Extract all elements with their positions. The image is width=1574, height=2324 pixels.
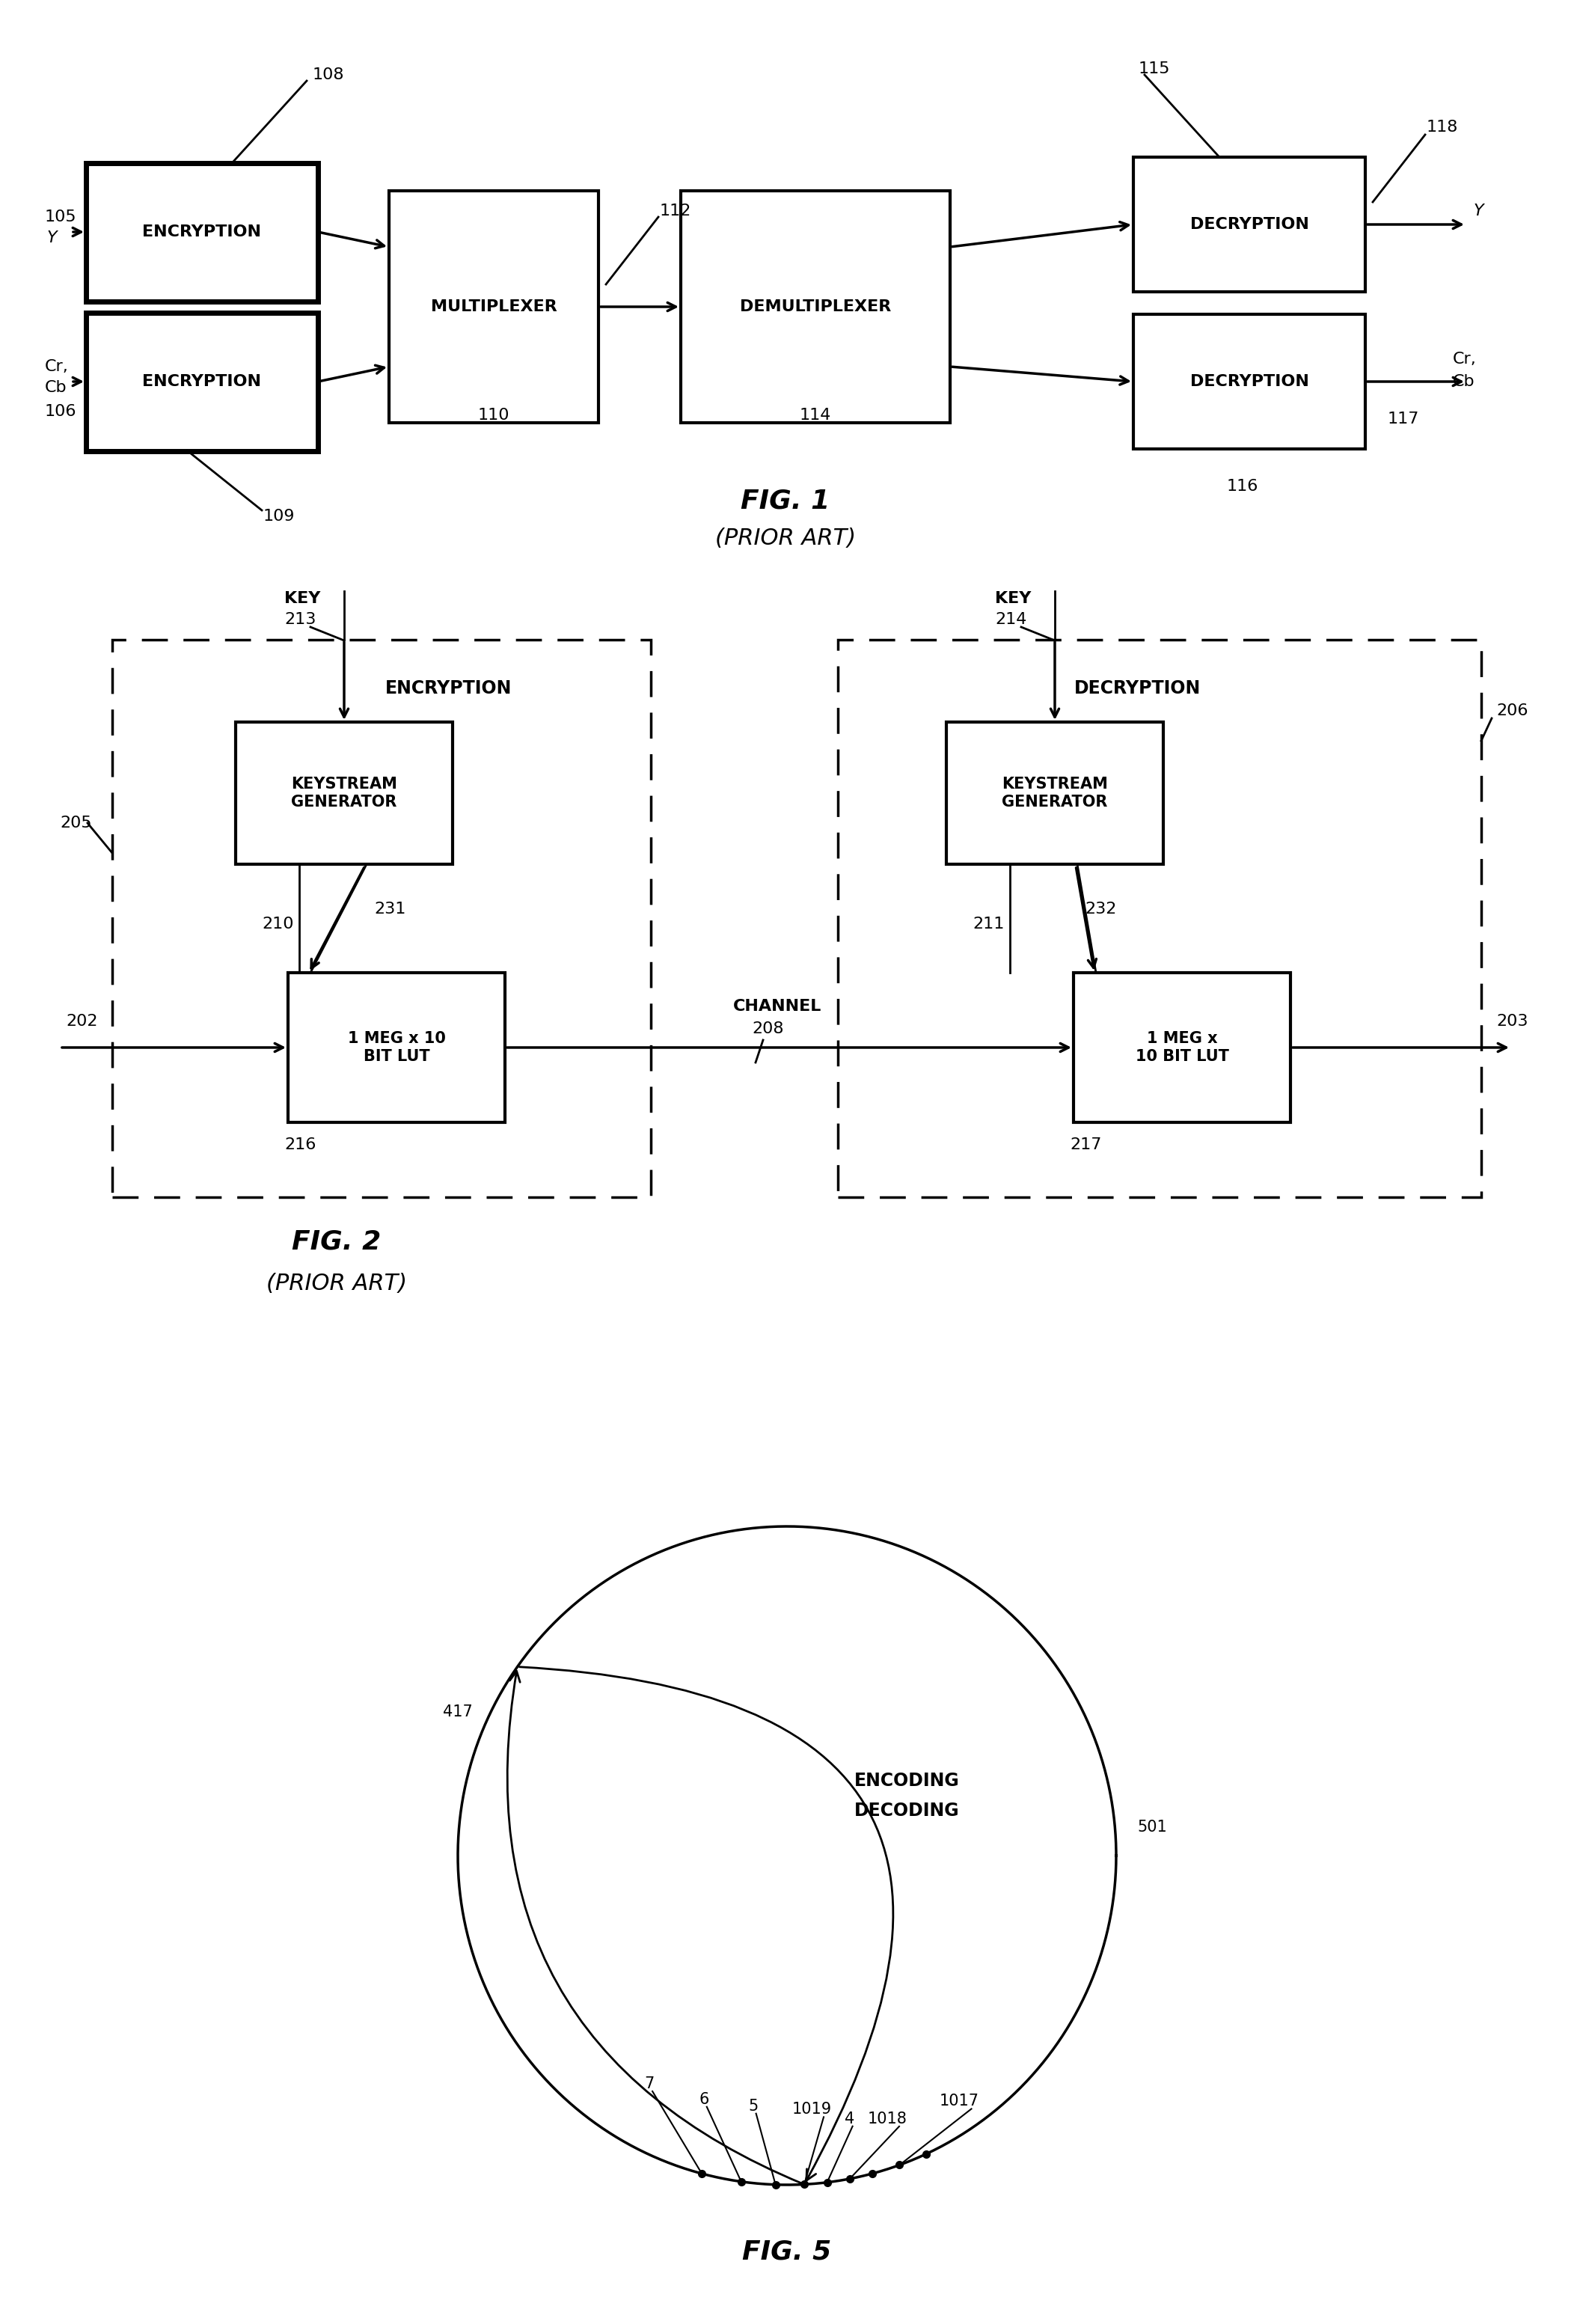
Text: 115: 115 bbox=[1138, 60, 1171, 77]
Bar bbox=[1133, 314, 1365, 449]
Text: 1017: 1017 bbox=[940, 2094, 979, 2108]
Text: Y: Y bbox=[47, 230, 57, 246]
Text: 4: 4 bbox=[845, 2110, 855, 2126]
Text: Cr,: Cr, bbox=[1453, 351, 1476, 367]
Text: Y: Y bbox=[1473, 205, 1484, 218]
Text: MULTIPLEXER: MULTIPLEXER bbox=[431, 300, 557, 314]
Text: 231: 231 bbox=[375, 902, 406, 916]
Bar bbox=[112, 639, 650, 1197]
Text: 108: 108 bbox=[313, 67, 345, 81]
Text: Cb: Cb bbox=[1453, 374, 1475, 388]
Text: ENCRYPTION: ENCRYPTION bbox=[143, 374, 261, 388]
Text: DECRYPTION: DECRYPTION bbox=[1190, 216, 1308, 232]
Text: KEYSTREAM
GENERATOR: KEYSTREAM GENERATOR bbox=[1001, 776, 1108, 809]
Text: 1̲1̲0̲: 1̲1̲0̲ bbox=[478, 407, 510, 423]
Text: (PRIOR ART): (PRIOR ART) bbox=[266, 1271, 408, 1294]
Text: DEMULTIPLEXER: DEMULTIPLEXER bbox=[740, 300, 891, 314]
Text: 206: 206 bbox=[1497, 704, 1528, 718]
Text: FIG. 2: FIG. 2 bbox=[293, 1229, 381, 1255]
Text: 417: 417 bbox=[442, 1703, 472, 1720]
Text: ENCODING: ENCODING bbox=[855, 1771, 960, 1789]
Bar bbox=[682, 191, 951, 423]
FancyArrowPatch shape bbox=[519, 1666, 892, 2180]
Text: 208: 208 bbox=[752, 1020, 784, 1037]
Bar bbox=[389, 191, 598, 423]
Text: 216: 216 bbox=[285, 1136, 316, 1153]
Text: 118: 118 bbox=[1426, 121, 1459, 135]
Text: ENCRYPTION: ENCRYPTION bbox=[386, 679, 512, 697]
Text: 1 MEG x 10
BIT LUT: 1 MEG x 10 BIT LUT bbox=[348, 1032, 445, 1064]
Text: KEY: KEY bbox=[285, 590, 321, 607]
Text: 116: 116 bbox=[1226, 479, 1259, 493]
Bar bbox=[87, 163, 318, 302]
Text: 210: 210 bbox=[261, 916, 294, 932]
Bar bbox=[946, 723, 1163, 865]
Bar bbox=[837, 639, 1481, 1197]
Text: Cb: Cb bbox=[46, 381, 68, 395]
Text: 213: 213 bbox=[285, 611, 316, 627]
Text: DECRYPTION: DECRYPTION bbox=[1073, 679, 1201, 697]
Bar bbox=[1133, 158, 1365, 293]
Text: 214: 214 bbox=[995, 611, 1026, 627]
Text: ENCRYPTION: ENCRYPTION bbox=[143, 225, 261, 239]
Text: 5: 5 bbox=[748, 2099, 759, 2113]
FancyArrowPatch shape bbox=[507, 1671, 803, 2185]
Text: 501: 501 bbox=[1138, 1820, 1166, 1834]
Text: 1018: 1018 bbox=[867, 2113, 907, 2126]
Text: 1̲1̲4̲: 1̲1̲4̲ bbox=[800, 407, 831, 423]
Text: Cr,: Cr, bbox=[46, 360, 69, 374]
Text: 106: 106 bbox=[46, 404, 77, 418]
Text: FIG. 5: FIG. 5 bbox=[743, 2240, 831, 2266]
Text: 112: 112 bbox=[660, 205, 691, 218]
Text: KEYSTREAM
GENERATOR: KEYSTREAM GENERATOR bbox=[291, 776, 397, 809]
Text: 117: 117 bbox=[1388, 411, 1420, 428]
Bar bbox=[236, 723, 453, 865]
Bar bbox=[1073, 974, 1291, 1122]
Text: 202: 202 bbox=[66, 1013, 98, 1030]
Text: 105: 105 bbox=[46, 209, 77, 225]
Text: 211: 211 bbox=[973, 916, 1004, 932]
Bar bbox=[288, 974, 505, 1122]
Text: 1019: 1019 bbox=[792, 2103, 831, 2117]
Text: 6: 6 bbox=[699, 2092, 708, 2108]
Bar bbox=[87, 311, 318, 451]
Text: DECODING: DECODING bbox=[855, 1801, 960, 1820]
Text: FIG. 1: FIG. 1 bbox=[741, 488, 829, 514]
Text: 232: 232 bbox=[1084, 902, 1116, 916]
Text: 7: 7 bbox=[644, 2075, 655, 2092]
Text: 1 MEG x
10 BIT LUT: 1 MEG x 10 BIT LUT bbox=[1135, 1032, 1229, 1064]
Text: 205: 205 bbox=[60, 816, 91, 830]
Text: 217: 217 bbox=[1070, 1136, 1102, 1153]
Text: 109: 109 bbox=[263, 509, 296, 523]
Text: CHANNEL: CHANNEL bbox=[733, 999, 822, 1013]
Text: (PRIOR ART): (PRIOR ART) bbox=[715, 528, 856, 548]
Text: DECRYPTION: DECRYPTION bbox=[1190, 374, 1308, 388]
Text: 203: 203 bbox=[1497, 1013, 1528, 1030]
Text: KEY: KEY bbox=[995, 590, 1031, 607]
